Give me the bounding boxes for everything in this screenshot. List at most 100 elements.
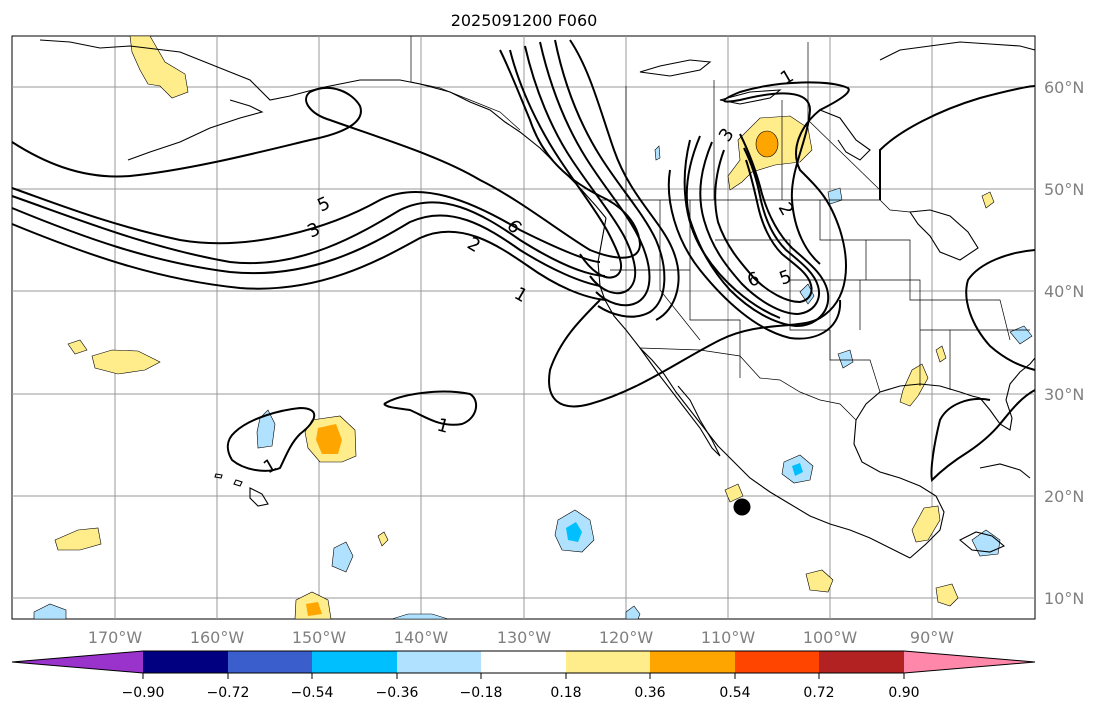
coast-great-lakes <box>909 209 979 261</box>
lon-label-140w: 140°W <box>394 628 449 647</box>
shade-pacific-small-yellow-2 <box>54 527 102 551</box>
coast-alaska <box>39 39 607 219</box>
coast-alaska-south <box>127 99 264 161</box>
shade-caribbean-yellow <box>805 569 834 593</box>
shade-hawaii-east-orange <box>316 424 342 454</box>
contour-pacific-outer-1 <box>11 187 601 263</box>
shade-atlantic-blue <box>1009 325 1033 345</box>
contour-trough-5 <box>683 139 781 319</box>
coast-florida <box>971 357 1036 431</box>
contour-trough-4 <box>667 169 842 340</box>
border-state-12 <box>960 299 1011 341</box>
border-state-8 <box>866 239 960 301</box>
colorbar-tick-label: −0.90 <box>122 685 165 701</box>
coast-baja <box>639 347 721 457</box>
figure-title: 2025091200 F060 <box>451 11 598 30</box>
latitude-labels: 60°N 50°N 40°N 30°N 20°N 10°N <box>1044 78 1084 608</box>
colorbar-tick-label: 0.36 <box>634 685 665 701</box>
map-content: 1 2 3 5 6 1 1 3 6 5 2 1 <box>11 35 1036 620</box>
colorbar-segment <box>312 651 397 673</box>
shade-pacific-small-yellow-4 <box>377 531 389 547</box>
colorbar-ticks <box>142 673 905 679</box>
shade-pacific-small-orange-3 <box>306 602 322 616</box>
lon-label-150w: 150°W <box>292 628 347 647</box>
colorbar-tick-label: −0.36 <box>376 685 419 701</box>
lon-label-160w: 160°W <box>190 628 245 647</box>
border-state-4 <box>715 239 830 331</box>
contour-jet-4 <box>554 39 666 318</box>
lon-label-120w: 120°W <box>599 628 654 647</box>
colorbar <box>11 650 1036 679</box>
coast-hawaii-1 <box>249 487 269 507</box>
shade-great-lakes-yellow <box>981 191 995 209</box>
contour-pacific-2 <box>11 207 601 287</box>
colorbar-tick-label: −0.72 <box>207 685 250 701</box>
shade-south-blue-2 <box>391 613 449 620</box>
contour-trough-3 <box>714 149 813 304</box>
colorbar-tick-labels: −0.90 −0.72 −0.54 −0.36 −0.18 0.18 0.36 … <box>122 685 920 701</box>
colorbar-segment <box>819 651 904 673</box>
shade-alaska-yellow <box>129 35 189 99</box>
coast-caribbean <box>959 531 1006 553</box>
lat-label-10n: 10°N <box>1044 589 1084 608</box>
shade-yucatan-yellow <box>911 505 941 543</box>
colorbar-segment <box>228 651 312 673</box>
colorbar-tick-label: −0.18 <box>460 685 503 701</box>
colorbar-tick-label: 0.90 <box>888 685 919 701</box>
colorbar-tick-label: 0.72 <box>803 685 834 701</box>
coast-hawaii-2 <box>233 479 243 487</box>
contour-east-3 <box>879 85 1036 200</box>
shade-south-blue-1 <box>33 603 67 620</box>
contour-trough-2 <box>699 141 820 316</box>
shaded-anomalies <box>33 35 1033 620</box>
contour-hawaii <box>226 406 316 472</box>
colorbar-segment <box>566 651 650 673</box>
shade-mexico-blue-core <box>792 463 803 476</box>
colorbar-extend-low <box>12 651 143 673</box>
lat-label-60n: 60°N <box>1044 78 1084 97</box>
contour-mexico-1 <box>548 81 850 408</box>
coast-east-canada <box>879 41 1036 61</box>
border-state-3 <box>689 270 741 378</box>
lon-label-90w: 90°W <box>910 628 954 647</box>
colorbar-segment <box>735 651 819 673</box>
colorbar-tick-label: 0.18 <box>550 685 581 701</box>
shade-bc-orange <box>755 130 779 158</box>
contour-jet-1 <box>509 49 623 279</box>
shade-pacific-blue-2 <box>331 541 354 573</box>
contour-lines <box>11 39 1036 483</box>
shade-central-am-yellow <box>935 583 959 607</box>
lon-label-130w: 130°W <box>497 628 552 647</box>
coast-cuba <box>979 463 1031 479</box>
shade-texas-blue <box>837 349 854 369</box>
colorbar-segment <box>650 651 735 673</box>
longitude-labels: 170°W 160°W 150°W 140°W 130°W 120°W 110°… <box>88 628 954 647</box>
colorbar-tick-label: −0.54 <box>291 685 334 701</box>
colorbar-extend-high <box>904 651 1035 673</box>
contour-label: 1 <box>435 415 451 438</box>
political-borders <box>410 36 1030 421</box>
shade-pacific-blue-1 <box>256 409 276 449</box>
coast-gulf <box>853 383 973 559</box>
shade-bc-blue <box>654 145 661 161</box>
shade-pacific-blue-3-core <box>566 522 582 542</box>
border-state-7 <box>860 279 960 331</box>
lat-label-40n: 40°N <box>1044 282 1084 301</box>
shade-pacific-west-yellow <box>91 349 161 375</box>
colorbar-segment <box>481 651 566 673</box>
coast-hudson <box>819 109 871 161</box>
coast-arctic-island <box>639 59 712 77</box>
shade-mexico-yellow <box>724 483 744 503</box>
colorbar-tick-label: 0.54 <box>719 685 750 701</box>
contour-jet-3 <box>539 41 651 307</box>
contour-pacific-1 <box>11 195 606 277</box>
contour-east-2 <box>930 389 1036 483</box>
colorbar-segment <box>397 651 481 673</box>
shade-south-blue-3 <box>625 605 641 620</box>
shade-pacific-small-yellow-1 <box>67 339 88 355</box>
lat-label-50n: 50°N <box>1044 180 1084 199</box>
colorbar-segment <box>143 651 228 673</box>
lon-label-170w: 170°W <box>88 628 143 647</box>
